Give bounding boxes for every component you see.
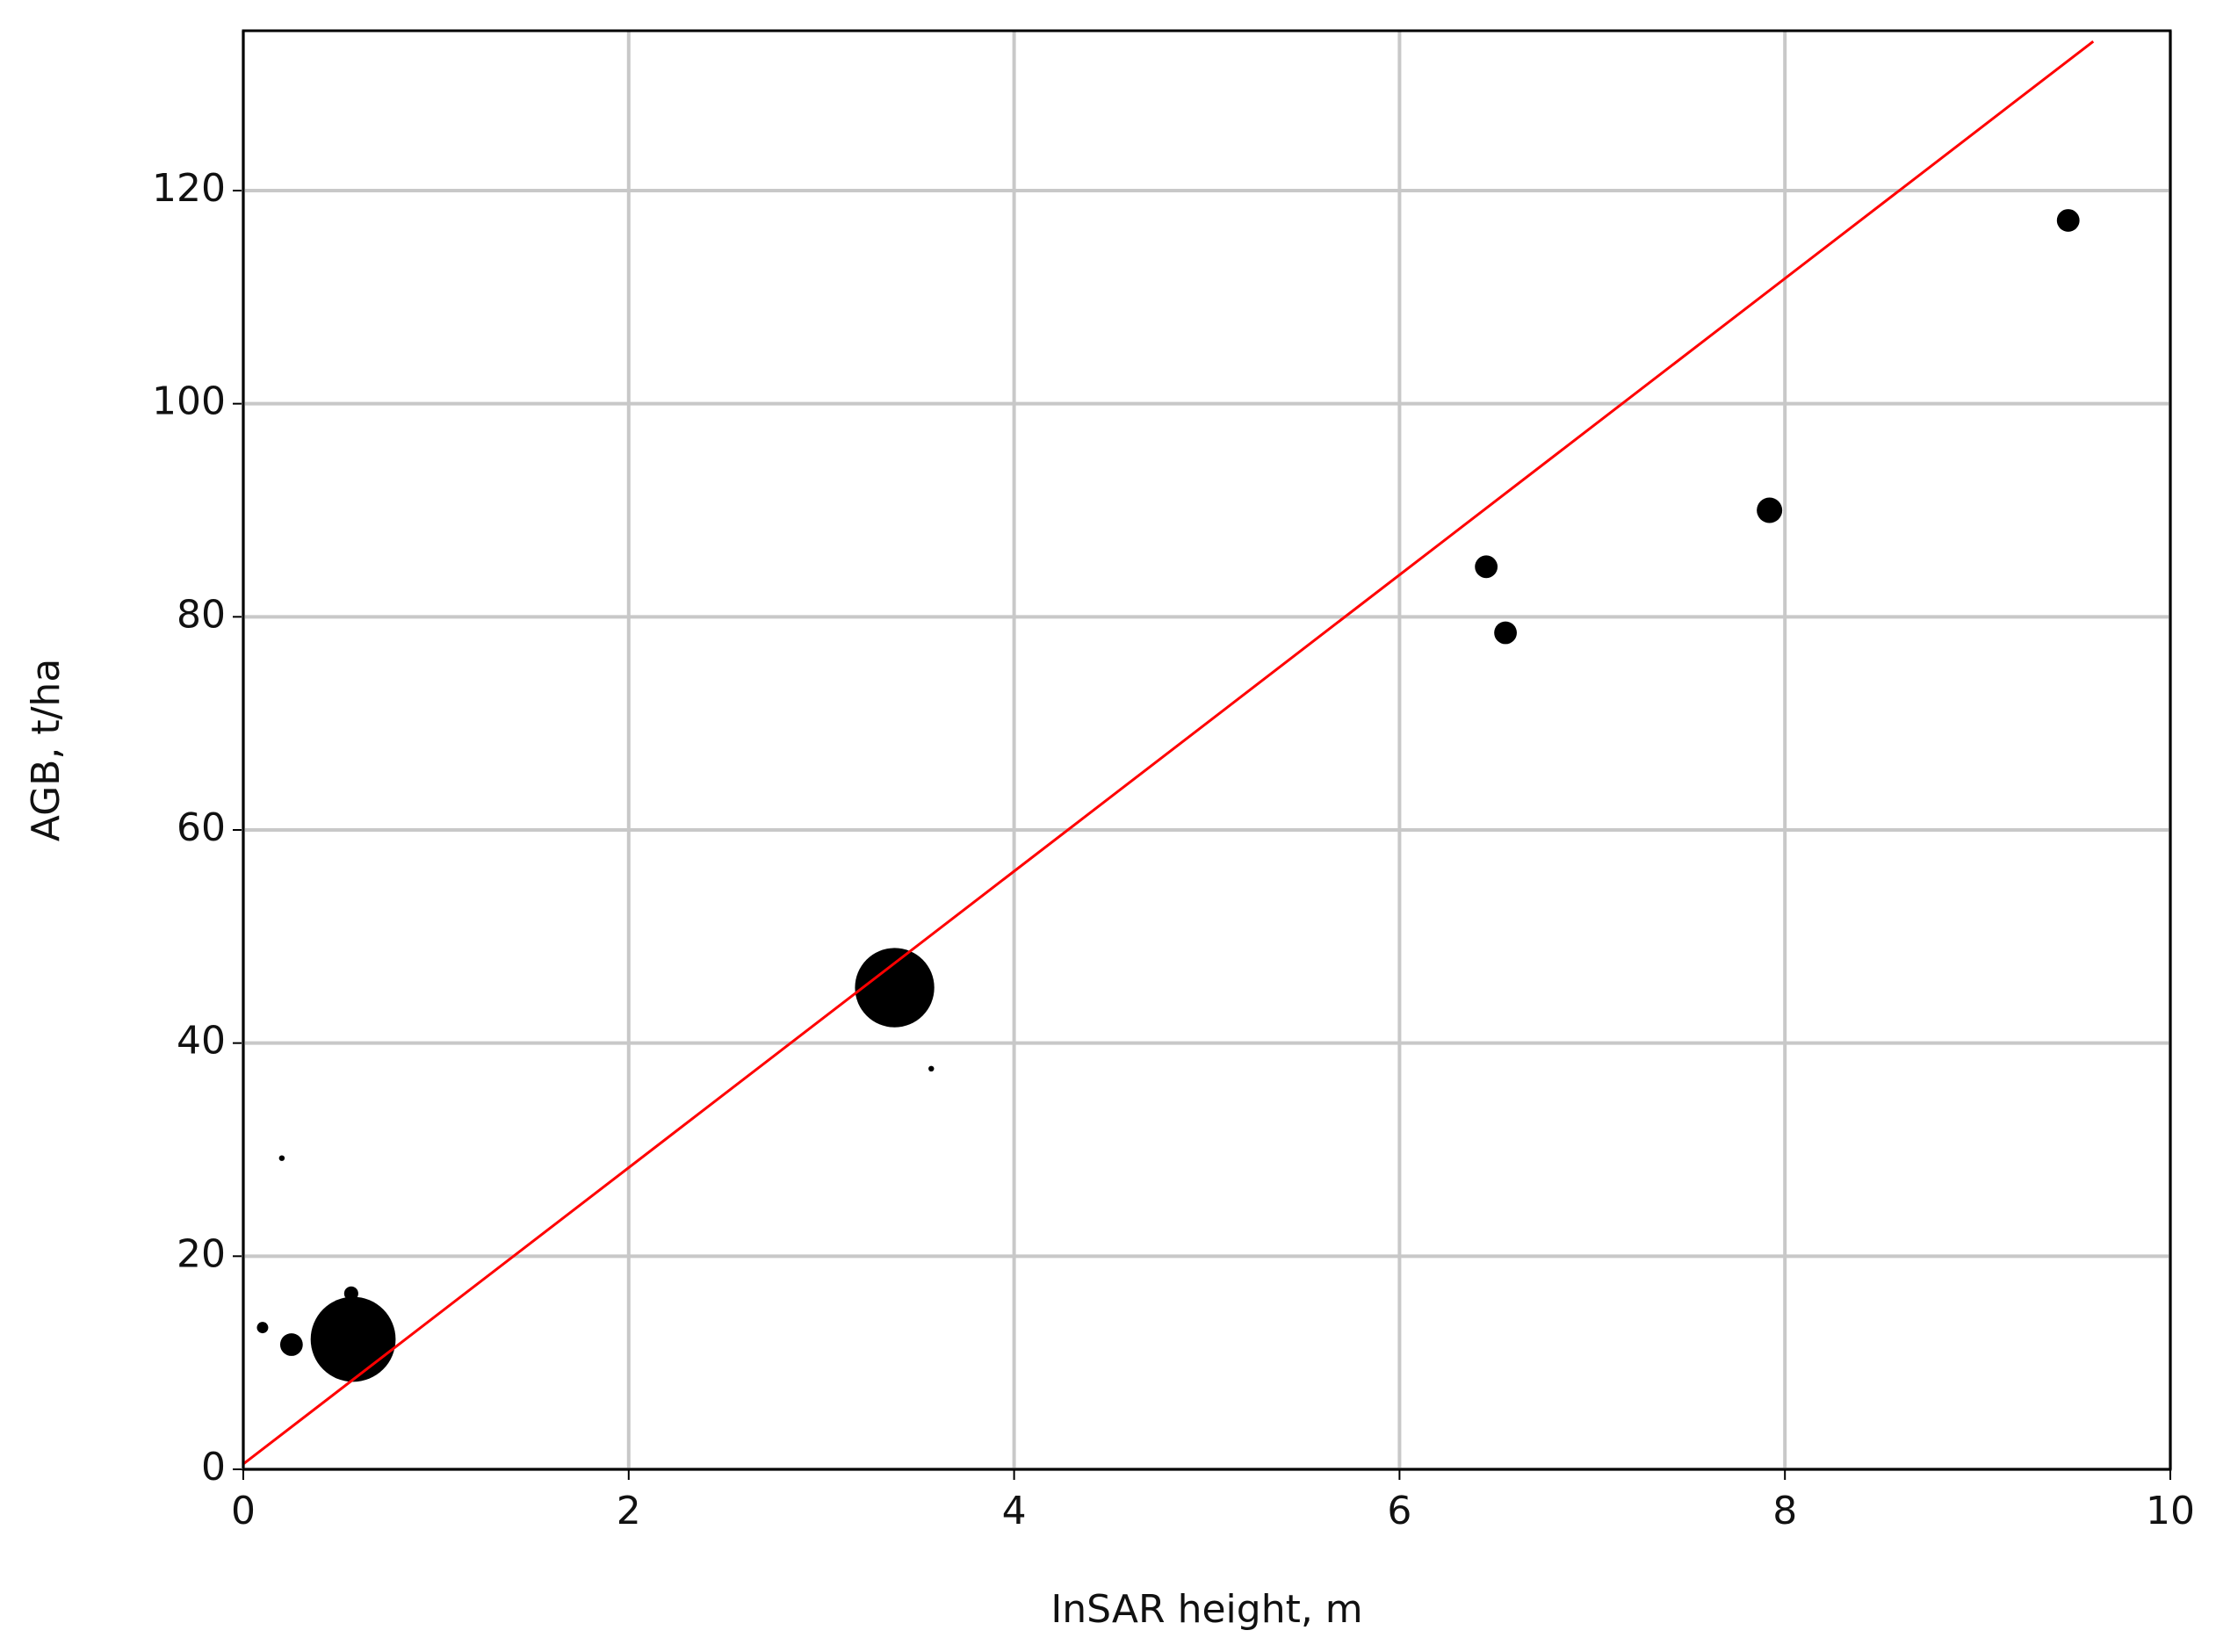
- point: [310, 1296, 396, 1382]
- point: [1494, 621, 1517, 645]
- y-tick-label: 20: [177, 1231, 226, 1276]
- point: [855, 948, 935, 1028]
- y-tick-label: 40: [177, 1019, 226, 1064]
- y-tick-label: 0: [201, 1445, 226, 1490]
- x-tick-label: 6: [1387, 1489, 1411, 1533]
- point: [1757, 497, 1783, 523]
- plot-frame: [242, 29, 2172, 1471]
- point: [278, 1155, 285, 1161]
- point: [256, 1322, 269, 1334]
- y-tick-label: 80: [177, 592, 226, 637]
- y-tick-label: 60: [177, 805, 226, 850]
- fit-line: [242, 40, 2095, 1466]
- y-tick-label: 120: [152, 166, 226, 211]
- x-axis-label: InSAR height, m: [1050, 1587, 1362, 1632]
- y-tick-label: 100: [152, 379, 226, 424]
- point: [928, 1065, 935, 1072]
- x-tick-label: 8: [1772, 1489, 1797, 1533]
- x-tick-label: 2: [617, 1489, 641, 1533]
- point: [1475, 555, 1498, 579]
- y-axis-label: AGB, t/ha: [24, 659, 69, 842]
- x-tick-label: 10: [2146, 1489, 2195, 1533]
- point: [2056, 209, 2080, 232]
- x-tick-label: 0: [231, 1489, 256, 1533]
- point: [279, 1333, 303, 1356]
- x-tick-label: 4: [1002, 1489, 1027, 1533]
